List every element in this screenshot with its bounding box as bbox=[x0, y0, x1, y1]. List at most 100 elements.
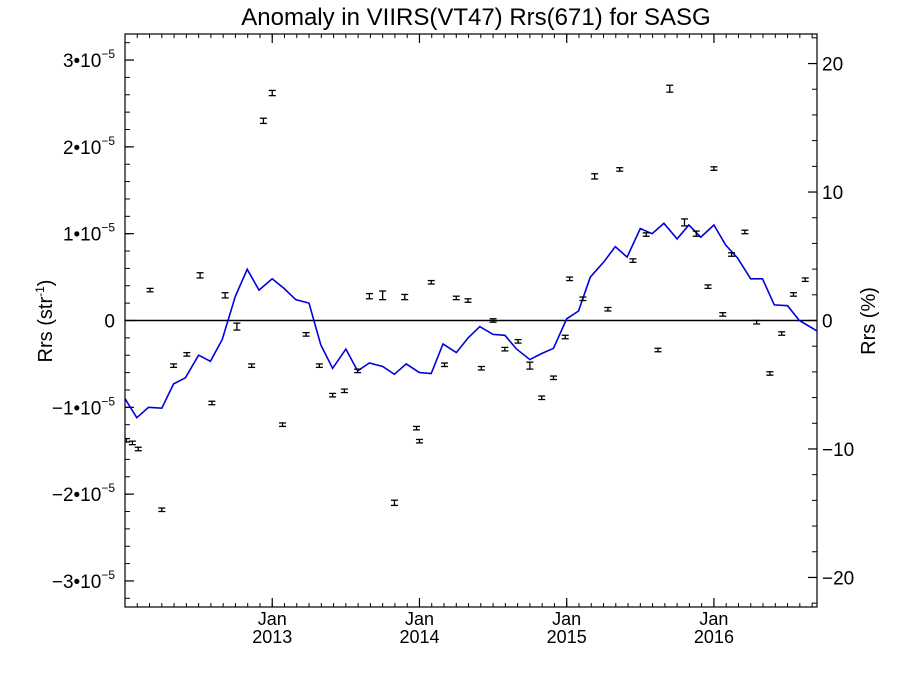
errorbar-point bbox=[354, 368, 362, 374]
y-axis-left-label-base: Rrs (str bbox=[35, 297, 57, 363]
y-left-tick-label: 1•10−5 bbox=[63, 221, 115, 246]
errorbar-point bbox=[196, 272, 204, 279]
y-left-tick-mantissa: −1•10 bbox=[52, 398, 101, 419]
errorbar-point bbox=[440, 362, 448, 368]
errorbar-point bbox=[561, 334, 569, 340]
errorbar-point bbox=[427, 279, 435, 285]
y-left-tick-exponent: −5 bbox=[101, 221, 115, 235]
y-axis-right-label-text: Rrs (%) bbox=[858, 287, 880, 355]
errorbar-point bbox=[692, 230, 700, 237]
errorbar-point bbox=[134, 446, 142, 452]
errorbar-point bbox=[315, 363, 323, 369]
y-left-tick-mantissa: −3•10 bbox=[52, 572, 101, 593]
y-left-tick-exponent: −5 bbox=[101, 134, 115, 148]
errorbar-point bbox=[365, 292, 373, 300]
errorbar-point bbox=[538, 395, 546, 401]
y-left-tick-mantissa: 2•10 bbox=[63, 138, 101, 159]
errorbar-point bbox=[248, 363, 256, 369]
errorbar-point bbox=[401, 293, 409, 301]
y-right-tick-label: 20 bbox=[822, 55, 843, 76]
errorbar-point bbox=[259, 117, 267, 125]
errorbar-point bbox=[221, 292, 229, 299]
errorbar-point bbox=[753, 319, 761, 325]
errorbar-point bbox=[566, 276, 574, 282]
y-left-tick-label: −1•10−5 bbox=[52, 394, 115, 419]
errorbar-point bbox=[549, 375, 557, 381]
errorbar-point bbox=[604, 306, 612, 312]
chart-title: Anomaly in VIIRS(VT47) Rrs(671) for SASG bbox=[241, 4, 710, 31]
y-left-tick-exponent: −5 bbox=[101, 394, 115, 408]
errorbar-point bbox=[170, 363, 178, 369]
y-left-tick-exponent: −5 bbox=[101, 47, 115, 61]
y-axis-left-label-sup: -1 bbox=[33, 286, 47, 297]
errorbar-point bbox=[766, 371, 774, 376]
errorbar-point bbox=[489, 318, 497, 323]
errorbar-point bbox=[128, 440, 136, 446]
errorbar-point bbox=[666, 84, 674, 93]
x-tick-year-label: 2014 bbox=[399, 627, 439, 647]
y-axis-right-label: Rrs (%) bbox=[858, 287, 880, 355]
errorbar-point bbox=[208, 400, 216, 406]
errorbar-point bbox=[340, 388, 348, 394]
errorbar-point bbox=[329, 392, 337, 398]
y-left-tick-exponent: −5 bbox=[101, 568, 115, 582]
errorbar-point bbox=[233, 322, 241, 331]
y-left-tick-exponent: −5 bbox=[101, 481, 115, 495]
errorbar-point bbox=[158, 507, 166, 513]
errorbar-point bbox=[413, 425, 421, 431]
errorbar-point bbox=[415, 438, 423, 444]
x-tick-month-label: Jan bbox=[405, 609, 434, 629]
y-right-tick-label: 0 bbox=[822, 312, 833, 333]
errorbar-point bbox=[801, 277, 809, 283]
y-left-tick-label: −3•10−5 bbox=[52, 568, 115, 593]
y-left-tick-mantissa: −2•10 bbox=[52, 485, 101, 506]
plot-layer: −3•10−5−2•10−5−1•10−501•10−52•10−53•10−5… bbox=[52, 33, 854, 647]
errorbar-point bbox=[379, 290, 387, 301]
errorbar-point bbox=[654, 347, 662, 353]
errorbar-point bbox=[464, 298, 472, 303]
errorbar-point bbox=[477, 365, 485, 371]
errorbar-point bbox=[704, 284, 712, 290]
x-tick-month-label: Jan bbox=[699, 609, 728, 629]
errorbar-point bbox=[789, 292, 797, 297]
y-right-tick-label: 10 bbox=[822, 183, 843, 204]
y-left-tick-mantissa: 1•10 bbox=[63, 225, 101, 246]
y-left-tick-label: 3•10−5 bbox=[63, 47, 115, 72]
x-tick-month-label: Jan bbox=[552, 609, 581, 629]
errorbar-point bbox=[279, 422, 287, 428]
y-axis-left-label-close: ) bbox=[35, 280, 57, 287]
errorbar-point bbox=[146, 287, 154, 293]
errorbar-point bbox=[741, 229, 749, 235]
errorbar-point bbox=[710, 166, 718, 171]
errorbar-point bbox=[719, 312, 727, 317]
errorbar-point bbox=[778, 331, 786, 336]
errorbar-point bbox=[579, 296, 587, 302]
errorbar-point bbox=[616, 167, 624, 172]
y-left-tick-label: 2•10−5 bbox=[63, 134, 115, 159]
errorbar-point bbox=[591, 173, 599, 180]
x-tick-year-label: 2015 bbox=[547, 627, 587, 647]
errorbar-point bbox=[268, 89, 276, 97]
errorbar-point bbox=[680, 218, 688, 227]
y-left-tick-mantissa: 3•10 bbox=[63, 51, 101, 72]
errorbar-point bbox=[514, 338, 522, 344]
y-right-tick-label: −10 bbox=[822, 440, 854, 461]
y-axis-left-label: Rrs (str-1) bbox=[33, 280, 57, 363]
errorbar-point bbox=[526, 361, 534, 370]
errorbar-point bbox=[183, 351, 191, 357]
plot-data-group bbox=[125, 84, 817, 513]
x-tick-month-label: Jan bbox=[258, 609, 287, 629]
errorbar-point bbox=[302, 332, 310, 337]
x-tick-year-label: 2013 bbox=[252, 627, 292, 647]
errorbar-point bbox=[642, 232, 650, 237]
errorbar-point bbox=[501, 346, 509, 352]
y-right-tick-label: −20 bbox=[822, 568, 854, 589]
errorbar-point bbox=[728, 252, 736, 257]
errorbar-point bbox=[452, 295, 460, 301]
y-left-tick-label: 0 bbox=[104, 312, 115, 333]
errorbar-point bbox=[629, 258, 637, 263]
x-tick-year-label: 2016 bbox=[694, 627, 734, 647]
errorbar-point bbox=[390, 499, 398, 507]
